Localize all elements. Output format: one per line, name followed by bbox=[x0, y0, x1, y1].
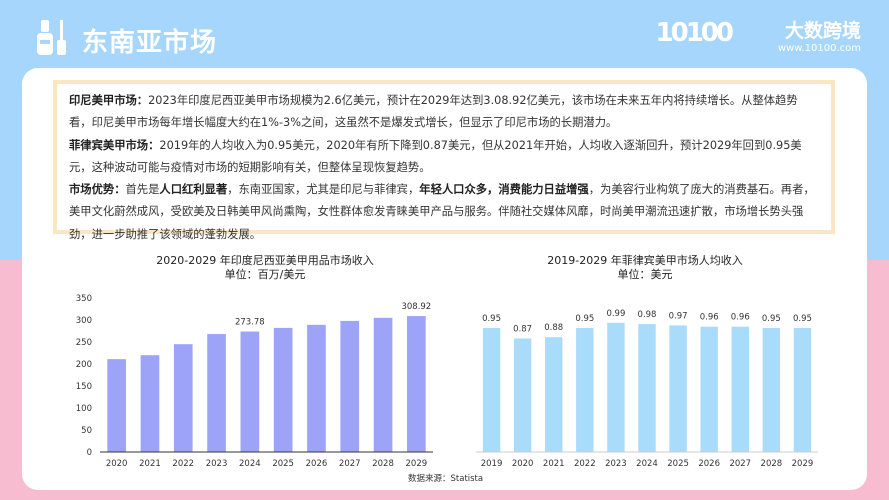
data-label: 0.95 bbox=[793, 314, 812, 324]
paragraph-highlight: 人口红利显著 bbox=[159, 183, 228, 197]
paragraph-text: ，东南亚国家，尤其是印尼与菲律宾， bbox=[227, 183, 420, 197]
x-tick-label: 2023 bbox=[206, 459, 228, 469]
paragraph-advantages: 市场优势：首先是人口红利显著，东南亚国家，尤其是印尼与菲律宾，年轻人口众多，消费… bbox=[69, 179, 819, 246]
paragraph-label: 印尼美甲市场： bbox=[69, 94, 149, 107]
paragraph-text: 首先是 bbox=[125, 183, 160, 197]
chart2-title: 2019-2029 年菲律宾美甲市场人均收入 单位：美元 bbox=[470, 254, 820, 282]
y-tick-label: 150 bbox=[76, 382, 92, 392]
y-tick-label: 50 bbox=[81, 426, 92, 436]
paragraph-text: 2023年印度尼西亚美甲市场规模为2.6亿美元，预计在2029年达到3.08.9… bbox=[69, 94, 798, 130]
data-label: 0.96 bbox=[700, 313, 719, 323]
data-label: 0.99 bbox=[606, 309, 625, 319]
y-tick-label: 350 bbox=[76, 294, 92, 304]
bar-2028 bbox=[762, 328, 781, 452]
chart1-title-text: 2020-2029 年印度尼西亚美甲用品市场收入 bbox=[156, 254, 374, 267]
data-label: 0.98 bbox=[638, 310, 657, 320]
bar-2025 bbox=[273, 327, 293, 452]
data-label: 0.87 bbox=[513, 324, 532, 334]
x-tick-label: 2028 bbox=[761, 459, 783, 469]
data-label: 0.95 bbox=[482, 314, 501, 324]
data-label: 308.92 bbox=[401, 302, 431, 312]
chart1-subtitle: 单位：百万/美元 bbox=[224, 268, 306, 281]
bar-2026 bbox=[700, 326, 718, 452]
y-tick-label: 250 bbox=[76, 338, 92, 348]
data-label: 0.96 bbox=[731, 313, 750, 323]
paragraph-label: 菲律宾美甲市场： bbox=[69, 138, 160, 152]
chart2-title-text: 2019-2029 年菲律宾美甲市场人均收入 bbox=[547, 254, 743, 267]
logo-brand: 大数跨境 bbox=[784, 20, 861, 42]
data-source: 数据来源：Statista bbox=[408, 474, 484, 484]
x-tick-label: 2020 bbox=[512, 459, 534, 469]
y-tick-label: 100 bbox=[76, 404, 92, 414]
bar-2021 bbox=[140, 355, 160, 452]
x-tick-label: 2025 bbox=[667, 459, 689, 469]
paragraph-text: ，为美容行业构筑了庞大的消费基石。再者，美甲文化蔚然成风，受欧美及日韩美甲风尚熏… bbox=[69, 183, 815, 241]
x-tick-label: 2027 bbox=[729, 459, 751, 469]
bar-2029 bbox=[793, 328, 812, 452]
bar-2019 bbox=[482, 328, 501, 452]
bar-2024 bbox=[638, 324, 656, 452]
bar-2027 bbox=[340, 320, 360, 452]
x-tick-label: 2024 bbox=[636, 459, 658, 469]
chart2-subtitle: 单位：美元 bbox=[617, 268, 673, 281]
data-label: 0.88 bbox=[544, 323, 563, 333]
paragraph-highlight: 年轻人口众多，消费能力日益增强 bbox=[419, 183, 589, 197]
data-label: 0.95 bbox=[575, 314, 594, 324]
x-tick-label: 2023 bbox=[605, 459, 627, 469]
y-tick-label: 0 bbox=[87, 448, 92, 458]
bar-2023 bbox=[207, 334, 226, 452]
logo-url: www.10100.com bbox=[777, 43, 861, 54]
data-label: 273.78 bbox=[235, 318, 265, 328]
data-label: 0.97 bbox=[669, 311, 688, 321]
logo-mark: 10100 bbox=[655, 18, 734, 48]
bar-2028 bbox=[373, 317, 393, 452]
data-label: 0.95 bbox=[762, 314, 781, 324]
x-tick-label: 2029 bbox=[406, 459, 428, 469]
x-tick-label: 2026 bbox=[698, 459, 720, 469]
x-tick-label: 2022 bbox=[172, 459, 194, 469]
bar-2021 bbox=[545, 337, 563, 452]
x-tick-label: 2020 bbox=[106, 459, 128, 469]
x-tick-label: 2029 bbox=[792, 459, 814, 469]
bar-2020 bbox=[513, 338, 532, 452]
x-tick-label: 2021 bbox=[139, 459, 161, 469]
bar-2027 bbox=[731, 326, 749, 452]
bar-2025 bbox=[669, 325, 687, 452]
x-tick-label: 2027 bbox=[339, 459, 361, 469]
x-tick-label: 2019 bbox=[481, 459, 503, 469]
nail-polish-icon bbox=[37, 20, 66, 55]
bar-2026 bbox=[307, 324, 326, 452]
brand-logo: 10100 大数跨境 www.10100.com bbox=[656, 16, 861, 54]
x-tick-label: 2021 bbox=[543, 459, 565, 469]
summary-box: 印尼美甲市场：2023年印度尼西亚美甲市场规模为2.6亿美元，预计在2029年达… bbox=[53, 80, 835, 241]
x-tick-label: 2024 bbox=[239, 459, 261, 469]
x-tick-label: 2022 bbox=[574, 459, 596, 469]
bar-2024 bbox=[240, 331, 260, 452]
y-tick-label: 200 bbox=[76, 360, 92, 370]
paragraph-label: 市场优势： bbox=[69, 183, 126, 197]
x-tick-label: 2028 bbox=[372, 459, 394, 469]
page-title: 东南亚市场 bbox=[82, 28, 218, 58]
paragraph-philippines: 菲律宾美甲市场：2019年的人均收入为0.95美元，2020年有所下降到0.87… bbox=[69, 135, 819, 180]
paragraph-indonesia: 印尼美甲市场：2023年印度尼西亚美甲市场规模为2.6亿美元，预计在2029年达… bbox=[69, 90, 819, 135]
bar-2022 bbox=[576, 328, 594, 452]
x-tick-label: 2025 bbox=[272, 459, 294, 469]
y-tick-label: 300 bbox=[76, 316, 92, 326]
bar-2029 bbox=[407, 316, 426, 452]
x-tick-label: 2026 bbox=[306, 459, 328, 469]
chart1-title: 2020-2029 年印度尼西亚美甲用品市场收入 单位：百万/美元 bbox=[100, 254, 430, 282]
bar-2020 bbox=[107, 359, 126, 452]
bar-2023 bbox=[607, 322, 625, 452]
bar-2022 bbox=[173, 344, 193, 452]
paragraph-text: 2019年的人均收入为0.95美元，2020年有所下降到0.87美元，但从202… bbox=[69, 138, 802, 174]
